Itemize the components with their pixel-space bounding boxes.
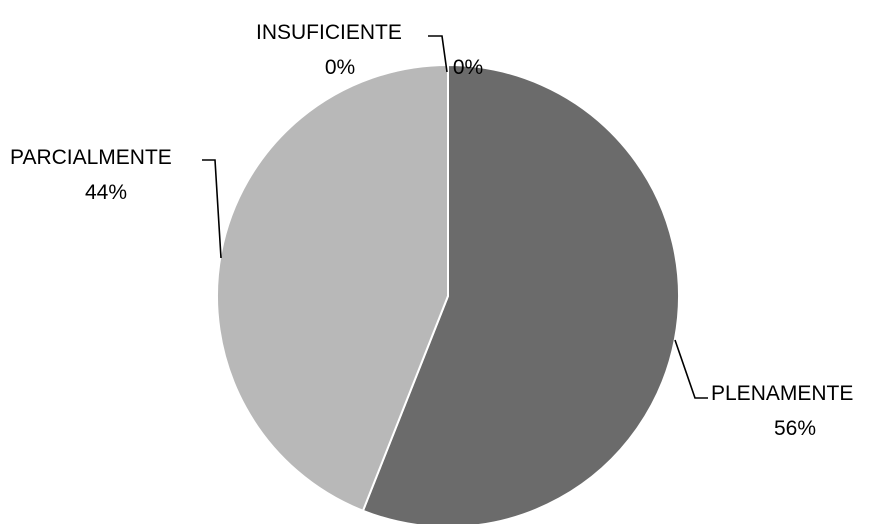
leader-line-parcialmente [202, 159, 222, 259]
pie-slice-plenamente [361, 63, 680, 524]
slice-value-plenamente: 56% [774, 417, 816, 440]
slice-label-insuficiente: INSUFICIENTE [256, 21, 402, 44]
pie-slices [215, 63, 680, 524]
leader-line-insuficiente [428, 35, 448, 73]
slice-value-insuficiente: 0% [325, 56, 355, 79]
slice-label-parcialmente: PARCIALMENTE [10, 146, 172, 169]
leader-lines [202, 35, 708, 399]
slice-value-parcialmente: 44% [85, 181, 127, 204]
slice-label-plenamente: PLENAMENTE [711, 382, 853, 405]
leader-line-plenamente [674, 339, 708, 399]
extra-zero-label: 0% [453, 56, 483, 79]
